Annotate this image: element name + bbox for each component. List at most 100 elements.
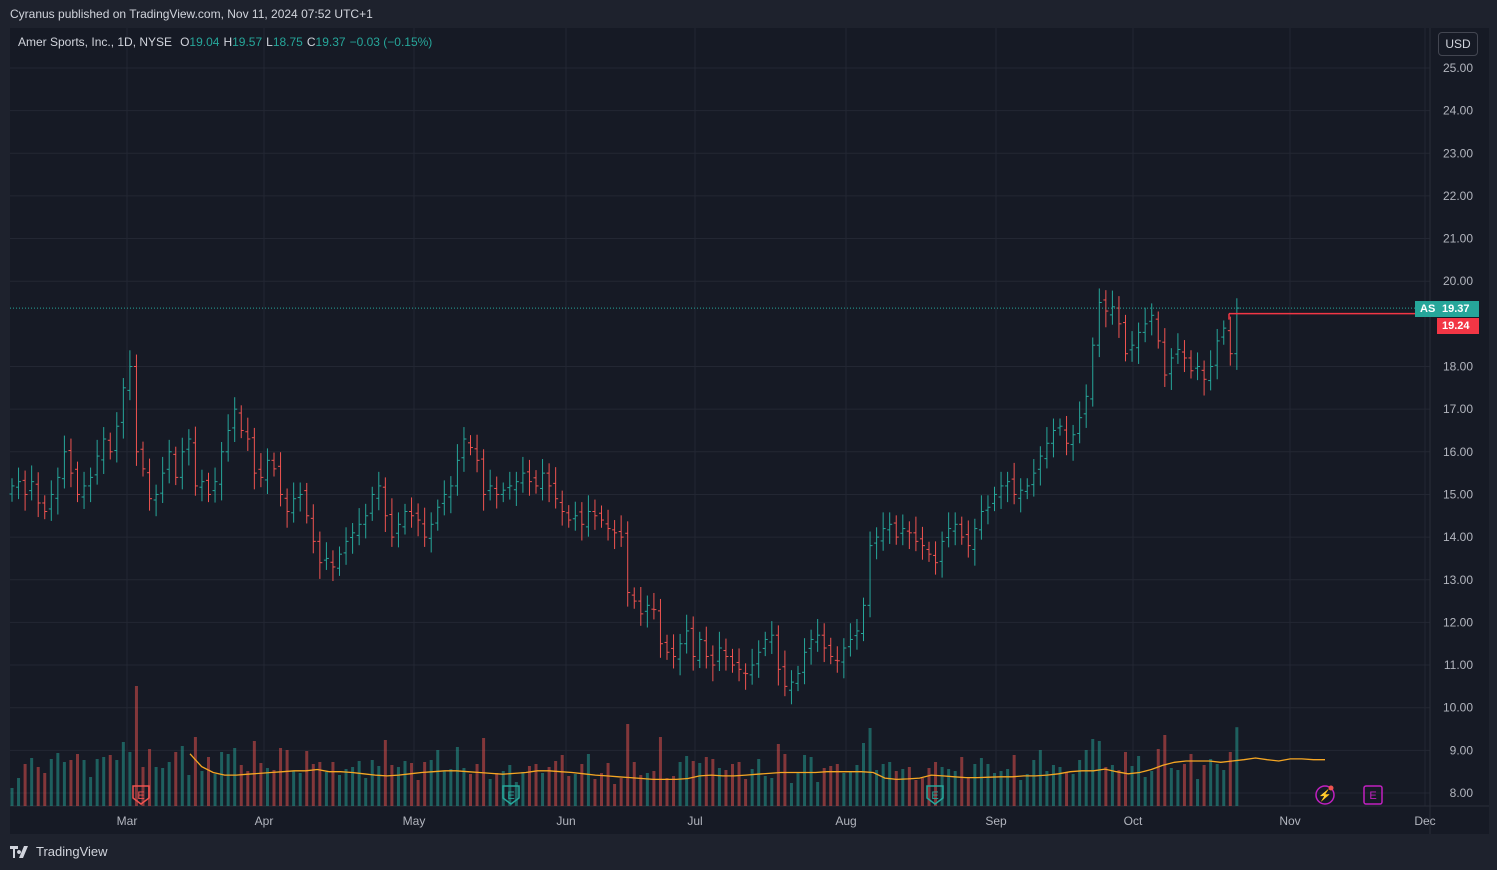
ohlc-bar — [382, 477, 388, 532]
low-value: 18.75 — [272, 35, 303, 49]
ohlc-bar — [284, 488, 290, 528]
earnings-marker: ⚡ — [1315, 785, 1335, 805]
currency-button[interactable]: USD — [1438, 32, 1478, 56]
marker-label: E — [1369, 790, 1376, 802]
ohlc-bar — [278, 452, 284, 507]
volume-bar — [973, 764, 977, 806]
volume-bar — [888, 762, 892, 806]
volume-bar — [207, 757, 210, 806]
marker-label: E — [507, 790, 514, 802]
ohlc-bar — [1208, 350, 1214, 391]
volume-bar — [613, 784, 617, 806]
volume-bar — [488, 779, 492, 806]
volume-bar — [835, 764, 839, 806]
volume-bar — [1110, 765, 1114, 806]
ohlc-bar — [723, 638, 729, 671]
x-tick-label: Dec — [1414, 814, 1435, 828]
volume-bar — [285, 750, 289, 806]
ohlc-bar — [1195, 352, 1201, 381]
volume-bar — [914, 780, 918, 806]
volume-bar — [154, 767, 158, 806]
volume-bar — [469, 774, 472, 806]
ohlc-bar — [173, 446, 179, 486]
ohlc-bar — [35, 472, 41, 518]
volume-bar — [338, 775, 341, 806]
ohlc-bar — [749, 648, 755, 685]
y-tick-label: 11.00 — [1444, 658, 1473, 672]
ohlc-bar — [946, 512, 952, 548]
ohlc-bar — [1168, 348, 1174, 390]
ohlc-bar — [219, 441, 225, 501]
volume-bar — [862, 743, 865, 806]
ohlc-bar — [1142, 307, 1148, 343]
ohlc-bar — [730, 648, 735, 673]
volume-bar — [462, 768, 466, 806]
volume-bar — [76, 754, 79, 806]
ohlc-bar — [55, 467, 61, 515]
ohlc-bar — [939, 531, 945, 578]
volume-bar — [560, 755, 564, 806]
volume-bar — [744, 779, 748, 806]
volume-bar — [10, 788, 14, 806]
dividend-dot — [1328, 785, 1334, 791]
ohlc-bar — [579, 502, 585, 541]
volume-bar — [1196, 779, 1200, 806]
volume-bar — [233, 748, 237, 806]
ohlc-bar — [788, 670, 794, 705]
line-price-tag: 19.24 — [1437, 318, 1479, 334]
volume-bar — [1169, 768, 1173, 806]
volume-bar — [678, 762, 682, 806]
ohlc-bar — [68, 438, 74, 488]
volume-bar — [521, 772, 525, 806]
ohlc-bar — [933, 541, 939, 575]
y-tick-label: 22.00 — [1443, 189, 1473, 203]
ohlc-bar — [775, 625, 781, 686]
ohlc-bar — [415, 503, 421, 537]
volume-bar — [43, 773, 47, 806]
volume-bar — [947, 769, 951, 806]
volume-bar — [1051, 765, 1055, 806]
ohlc-bar — [101, 427, 107, 474]
volume-bar — [573, 774, 577, 806]
chart-panel[interactable] — [10, 28, 1489, 834]
marker-label: E — [931, 790, 938, 802]
volume-bar — [128, 752, 132, 806]
volume-bar — [783, 754, 787, 806]
volume-bar — [220, 752, 224, 806]
ohlc-bar — [644, 595, 650, 628]
volume-bar — [259, 763, 263, 806]
volume-bar — [121, 742, 125, 806]
ohlc-bar — [520, 456, 526, 493]
symbol-name: Amer Sports, Inc., 1D, NYSE — [18, 35, 173, 49]
ohlc-bar — [743, 663, 749, 690]
ohlc-bar — [854, 618, 860, 650]
ohlc-bar — [1116, 296, 1122, 338]
ohlc-bar — [428, 512, 434, 553]
ohlc-bar — [22, 470, 28, 511]
marker-label: ⚡ — [1318, 789, 1332, 802]
volume-bar — [115, 760, 119, 806]
ohlc-bar — [468, 435, 473, 456]
ohlc-bar — [1123, 314, 1128, 362]
ohlc-bar — [671, 634, 677, 669]
ohlc-bar — [553, 467, 559, 509]
y-tick-label: 18.00 — [1443, 360, 1473, 374]
volume-bar — [442, 771, 446, 806]
ohlc-bar — [815, 618, 821, 652]
ohlc-bar — [271, 452, 277, 477]
volume-bar — [711, 759, 715, 806]
tradingview-brand[interactable]: TradingView — [10, 844, 108, 859]
ohlc-bar — [540, 459, 546, 501]
ohlc-bar — [507, 471, 513, 500]
ohlc-bar — [690, 616, 696, 671]
volume-bar — [822, 768, 826, 806]
ohlc-bar — [1181, 340, 1187, 373]
ohlc-bar — [225, 414, 231, 462]
ohlc-bar — [1011, 462, 1017, 505]
ohlc-bar — [1175, 333, 1181, 364]
ohlc-bar — [599, 505, 604, 528]
volume-bar — [731, 764, 734, 806]
volume-bar — [593, 779, 597, 806]
volume-bar — [377, 766, 381, 806]
